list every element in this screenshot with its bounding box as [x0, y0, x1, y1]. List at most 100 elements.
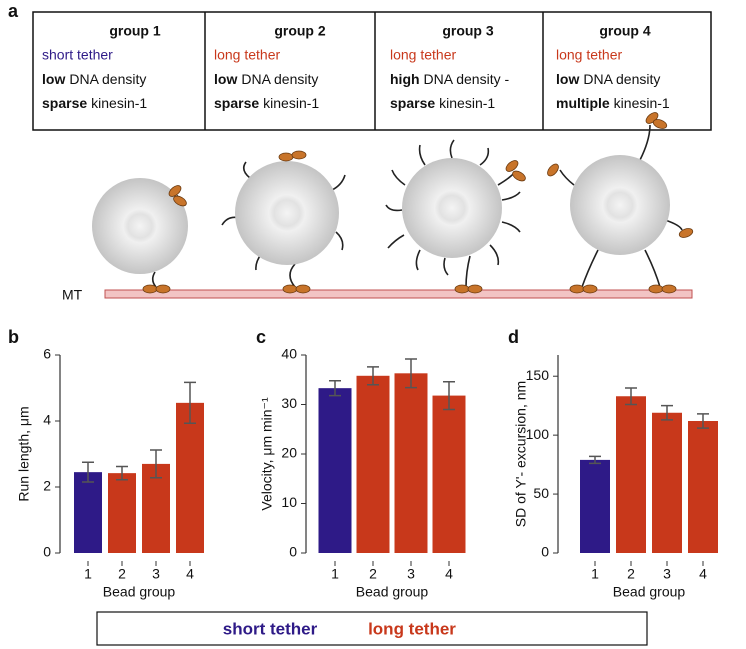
tether-type: long tether: [214, 47, 280, 63]
bar: [356, 375, 390, 553]
x-axis-label: Bead group: [103, 584, 176, 600]
bar: [688, 421, 718, 553]
x-tick-label: 2: [118, 566, 126, 582]
group-title: group 2: [274, 23, 326, 39]
bar: [318, 388, 352, 553]
group-table: [32, 11, 712, 131]
kinesin-qualifier: multiple: [556, 95, 610, 111]
density-line: low DNA density: [214, 71, 318, 87]
error-bar: [661, 404, 673, 421]
group-title: group 4: [599, 23, 651, 39]
error-bar: [150, 449, 162, 479]
x-tick-label: 4: [445, 566, 453, 582]
panel-label: c: [256, 327, 266, 347]
group-title: group 3: [442, 23, 494, 39]
density-line: low DNA density: [42, 71, 146, 87]
error-bar: [405, 358, 417, 389]
y-tick-label: 20: [281, 445, 297, 461]
bead: [92, 178, 188, 274]
bar: [108, 473, 136, 553]
y-tick-label: 50: [533, 485, 549, 501]
legend-box: [96, 611, 648, 646]
panel-label: d: [508, 327, 519, 347]
x-tick-label: 1: [591, 566, 599, 582]
y-tick-label: 0: [289, 544, 297, 560]
kinesin-text: kinesin-1: [439, 95, 495, 111]
kinesin-line: sparse kinesin-1: [42, 95, 147, 111]
kinesin-qualifier: sparse: [42, 95, 87, 111]
legend-entry: short tether: [223, 619, 318, 638]
x-axis-label: Bead group: [356, 584, 429, 600]
kinesin-line: multiple kinesin-1: [556, 95, 670, 111]
bar: [652, 412, 682, 553]
y-tick-label: 100: [526, 426, 550, 442]
kinesin-qualifier: sparse: [214, 95, 259, 111]
error-bar: [697, 413, 709, 429]
group-title: group 1: [109, 23, 161, 39]
kinesin-text: kinesin-1: [614, 95, 670, 111]
legend-entry: long tether: [368, 619, 456, 638]
bar: [394, 373, 428, 553]
density-qualifier: low: [556, 71, 579, 87]
y-tick-label: 2: [43, 478, 51, 494]
y-tick-label: 150: [526, 367, 550, 383]
y-tick-label: 0: [541, 544, 549, 560]
bar: [74, 472, 102, 553]
kinesin-line: sparse kinesin-1: [390, 95, 495, 111]
density-text: DNA density: [583, 71, 660, 87]
x-tick-label: 1: [331, 566, 339, 582]
x-tick-label: 3: [152, 566, 160, 582]
y-axis-label: Run length, μm: [16, 406, 32, 501]
tether-type: short tether: [42, 47, 113, 63]
panel-label: b: [8, 327, 19, 347]
density-qualifier: high: [390, 71, 420, 87]
error-bar: [589, 455, 601, 465]
y-tick-label: 40: [281, 346, 297, 362]
density-text: DNA density: [69, 71, 146, 87]
error-bar: [367, 366, 379, 386]
y-axis-label: Velocity, μm min⁻¹: [259, 397, 275, 511]
x-axis-label: Bead group: [613, 584, 686, 600]
y-tick-label: 6: [43, 346, 51, 362]
panel-label: a: [8, 1, 19, 21]
bead-diagram: MT: [62, 112, 694, 303]
kinesin-line: sparse kinesin-1: [214, 95, 319, 111]
error-bar: [184, 381, 196, 425]
density-qualifier: low: [214, 71, 237, 87]
legend: short tether long tether: [223, 619, 457, 638]
x-tick-label: 2: [627, 566, 635, 582]
x-tick-label: 2: [369, 566, 377, 582]
kinesin-text: kinesin-1: [91, 95, 147, 111]
error-bar: [82, 461, 94, 483]
bar: [580, 459, 610, 553]
bead: [402, 158, 502, 258]
density-text: DNA density -: [424, 71, 510, 87]
bar: [432, 395, 466, 553]
mt-label: MT: [62, 287, 83, 303]
bar: [616, 396, 646, 553]
density-text: DNA density: [241, 71, 318, 87]
y-tick-label: 30: [281, 395, 297, 411]
error-bar: [329, 379, 341, 397]
x-tick-label: 3: [663, 566, 671, 582]
x-tick-label: 1: [84, 566, 92, 582]
density-line: high DNA density -: [390, 71, 509, 87]
x-tick-label: 4: [699, 566, 707, 582]
bar: [176, 402, 204, 553]
error-bar: [443, 380, 455, 411]
microtubule: [104, 289, 693, 299]
tether-type: long tether: [390, 47, 456, 63]
error-bar: [625, 387, 637, 406]
y-tick-label: 4: [43, 412, 51, 428]
y-tick-label: 0: [43, 544, 51, 560]
bar: [142, 463, 170, 553]
tether-type: long tether: [556, 47, 622, 63]
density-line: low DNA density: [556, 71, 660, 87]
y-tick-label: 10: [281, 494, 297, 510]
kinesin-text: kinesin-1: [263, 95, 319, 111]
density-qualifier: low: [42, 71, 65, 87]
bead: [570, 155, 670, 255]
y-axis-label: SD of Y'- excursion, nm: [513, 381, 529, 527]
